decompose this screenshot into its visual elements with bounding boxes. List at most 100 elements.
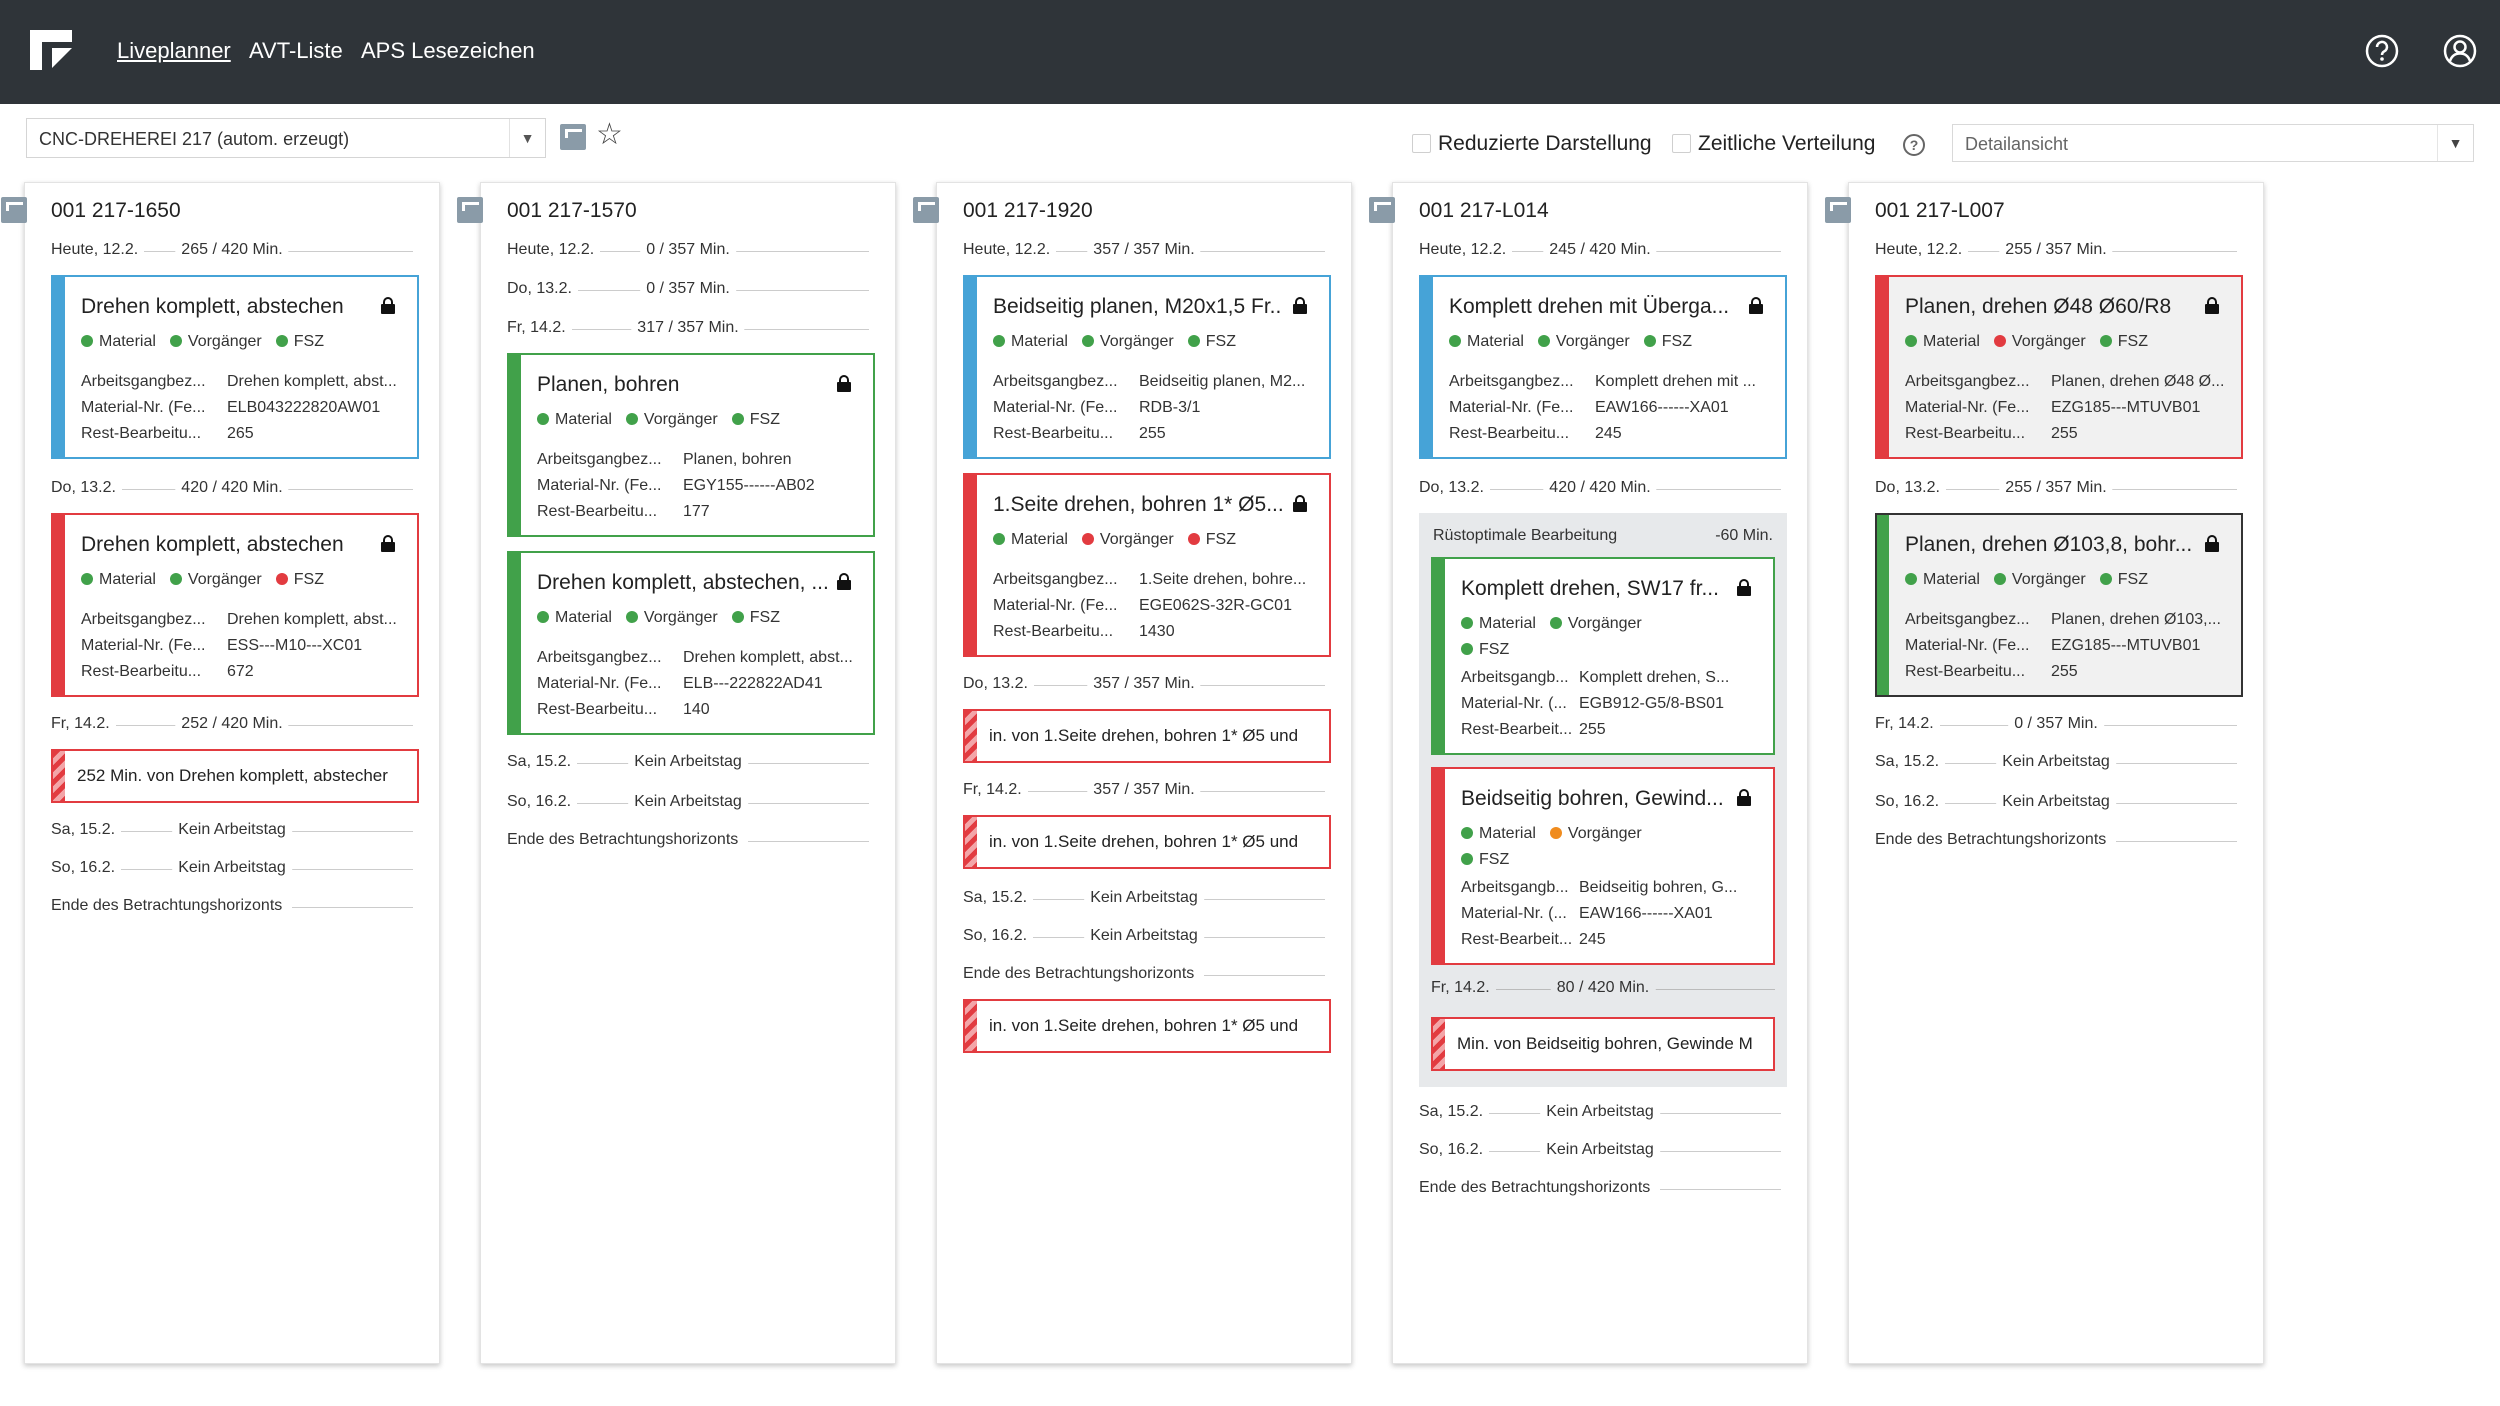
- day-capacity: 420 / 420 Min.: [175, 479, 289, 497]
- day-capacity: 357 / 357 Min.: [1087, 781, 1201, 799]
- lock-icon: [2205, 297, 2219, 314]
- continuation-strip[interactable]: in. von 1.Seite drehen, bohren 1* Ø5 und: [963, 815, 1331, 869]
- operation-card-selected[interactable]: Planen, drehen Ø103,8, bohr... Material V…: [1875, 513, 2243, 697]
- day-label: Sa, 15.2.: [1875, 753, 1946, 771]
- continuation-strip[interactable]: in. von 1.Seite drehen, bohren 1* Ø5 und: [963, 709, 1331, 763]
- help-icon[interactable]: [2364, 33, 2400, 69]
- detail-row: Rest-Bearbeitu... 177: [537, 503, 710, 520]
- view-select[interactable]: Detailansicht ▼: [1952, 124, 2474, 162]
- pin-icon[interactable]: [560, 124, 586, 150]
- day-capacity: Kein Arbeitstag: [172, 859, 292, 877]
- operation-title: Drehen komplett, abstechen: [81, 295, 344, 318]
- day-capacity: 255 / 357 Min.: [1999, 241, 2113, 259]
- predecessor-status-dot: [1081, 335, 1094, 347]
- continuation-text: Min. von Beidseitig bohren, Gewinde M: [1457, 1034, 1753, 1053]
- pin-icon[interactable]: [1825, 197, 1851, 223]
- status-dots: Material Vorgänger FSZ: [1449, 333, 1706, 351]
- pin-icon[interactable]: [457, 197, 483, 223]
- day-row: Fr, 14.2. 80 / 420 Min.: [1431, 977, 1775, 1001]
- operation-card[interactable]: Drehen komplett, abstechen Material Vorgä…: [51, 513, 419, 697]
- operation-card[interactable]: Planen, drehen Ø48 Ø60/R8 Material Vorgän…: [1875, 275, 2243, 459]
- machine-column: 001 217-L007 Heute, 12.2. 255 / 357 Min. …: [1825, 182, 2264, 1364]
- operation-card[interactable]: Drehen komplett, abstechen Material Vorgä…: [51, 275, 419, 459]
- day-row: Fr, 14.2. 252 / 420 Min.: [51, 713, 413, 737]
- continuation-strip[interactable]: in. von 1.Seite drehen, bohren 1* Ø5 und: [963, 999, 1331, 1053]
- status-dots: Material Vorgänger: [1461, 615, 1656, 633]
- app-logo-icon[interactable]: [30, 30, 72, 70]
- day-row: Fr, 14.2. 0 / 357 Min.: [1875, 713, 2237, 737]
- pin-icon[interactable]: [913, 197, 939, 223]
- day-row: Fr, 14.2. 317 / 357 Min.: [507, 317, 869, 341]
- chevron-down-icon[interactable]: ▼: [2437, 125, 2473, 161]
- horizon-end-label: Ende des Betrachtungshorizonts: [51, 897, 293, 915]
- star-icon[interactable]: ☆: [596, 118, 623, 151]
- reduced-view-checkbox[interactable]: [1412, 134, 1431, 153]
- nav-avt-liste[interactable]: AVT-Liste: [249, 38, 343, 63]
- operation-card[interactable]: Beidseitig planen, M20x1,5 Fr... Materia…: [963, 275, 1331, 459]
- horizon-end-label: Ende des Betrachtungshorizonts: [1875, 831, 2117, 849]
- day-row: Do, 13.2. 420 / 420 Min.: [51, 477, 413, 501]
- pin-icon[interactable]: [1, 197, 27, 223]
- fsz-status-dot: [275, 573, 288, 585]
- material-status-dot: [993, 533, 1005, 545]
- horizon-end-label: Ende des Betrachtungshorizonts: [507, 831, 749, 849]
- predecessor-status-dot: [169, 573, 182, 585]
- continuation-strip[interactable]: Min. von Beidseitig bohren, Gewinde M: [1431, 1017, 1775, 1071]
- resource-select[interactable]: CNC-DREHEREI 217 (autom. erzeugt) ▼: [26, 118, 546, 158]
- day-capacity: Kein Arbeitstag: [1084, 889, 1204, 907]
- status-dots: Material Vorgänger FSZ: [993, 531, 1250, 549]
- detail-row: Rest-Bearbeitu... 255: [993, 425, 1166, 442]
- lock-icon: [381, 535, 395, 552]
- detail-row: Material-Nr. (Fe... ESS---M10---XC01: [81, 637, 363, 654]
- day-capacity: 265 / 420 Min.: [175, 241, 289, 259]
- operation-title: Komplett drehen, SW17 fr...: [1461, 577, 1719, 600]
- operation-title: Beidseitig planen, M20x1,5 Fr...: [993, 295, 1283, 318]
- user-icon[interactable]: [2442, 33, 2478, 69]
- day-label: Heute, 12.2.: [963, 241, 1057, 259]
- day-capacity: 252 / 420 Min.: [175, 715, 289, 733]
- material-status-dot: [1461, 827, 1473, 839]
- day-label: Heute, 12.2.: [1875, 241, 1969, 259]
- detail-row: Material-Nr. (Fe... ELB---222822AD41: [537, 675, 823, 692]
- detail-row: Arbeitsgangbez... Drehen komplett, abst..…: [81, 373, 397, 390]
- question-icon[interactable]: ?: [1903, 134, 1925, 156]
- day-label: Heute, 12.2.: [1419, 241, 1513, 259]
- day-capacity: 255 / 357 Min.: [1999, 479, 2113, 497]
- lock-icon: [1737, 789, 1751, 806]
- nav-liveplanner[interactable]: Liveplanner: [117, 38, 231, 63]
- status-dots: Material Vorgänger: [1461, 825, 1656, 843]
- day-row: Do, 13.2. 357 / 357 Min.: [963, 673, 1325, 697]
- setup-optimized-group: Rüstoptimale Bearbeitung -60 Min. Komple…: [1419, 513, 1787, 1087]
- day-label: Fr, 14.2.: [963, 781, 1028, 799]
- continuation-text: in. von 1.Seite drehen, bohren 1* Ø5 und: [989, 1016, 1299, 1035]
- day-row: Do, 13.2. 255 / 357 Min.: [1875, 477, 2237, 501]
- day-capacity: Kein Arbeitstag: [628, 793, 748, 811]
- temporal-distribution-checkbox[interactable]: [1672, 134, 1691, 153]
- day-capacity: 357 / 357 Min.: [1087, 241, 1201, 259]
- day-label: Fr, 14.2.: [1875, 715, 1940, 733]
- detail-row: Arbeitsgangbez... Drehen komplett, abst..…: [537, 649, 853, 666]
- day-label: So, 16.2.: [1875, 793, 1946, 811]
- nav-aps-lesezeichen[interactable]: APS Lesezeichen: [361, 38, 535, 63]
- detail-row: Arbeitsgangbez... Komplett drehen mit ...: [1449, 373, 1756, 390]
- material-status-dot: [1905, 573, 1917, 585]
- operation-card[interactable]: 1.Seite drehen, bohren 1* Ø5... Material…: [963, 473, 1331, 657]
- operation-card[interactable]: Planen, bohren Material Vorgänger FSZ Arbe…: [507, 353, 875, 537]
- day-label: Do, 13.2.: [507, 280, 578, 298]
- predecessor-status-dot: [1549, 617, 1562, 629]
- operation-card[interactable]: Komplett drehen, SW17 fr... Material Vorg…: [1431, 557, 1775, 755]
- temporal-distribution-label: Zeitliche Verteilung: [1698, 132, 1876, 155]
- detail-row: Arbeitsgangbez... Beidseitig planen, M2..…: [993, 373, 1306, 390]
- operation-card[interactable]: Drehen komplett, abstechen, ... Material…: [507, 551, 875, 735]
- chevron-down-icon[interactable]: ▼: [509, 119, 545, 157]
- detail-row: Arbeitsgangbez... Planen, drehen Ø103,...: [1905, 611, 2221, 628]
- fsz-status-dot: [731, 413, 744, 425]
- operation-card[interactable]: Beidseitig bohren, Gewind... Material Vor…: [1431, 767, 1775, 965]
- operation-card[interactable]: Komplett drehen mit Überga... Material Vo…: [1419, 275, 1787, 459]
- operation-title: Planen, drehen Ø103,8, bohr...: [1905, 533, 2193, 556]
- machine-column: 001 217-L014 Heute, 12.2. 245 / 420 Min. …: [1369, 182, 1808, 1364]
- pin-icon[interactable]: [1369, 197, 1395, 223]
- day-label: Do, 13.2.: [1419, 479, 1490, 497]
- day-label: Sa, 15.2.: [1419, 1103, 1490, 1121]
- continuation-strip[interactable]: 252 Min. von Drehen komplett, abstecher: [51, 749, 419, 803]
